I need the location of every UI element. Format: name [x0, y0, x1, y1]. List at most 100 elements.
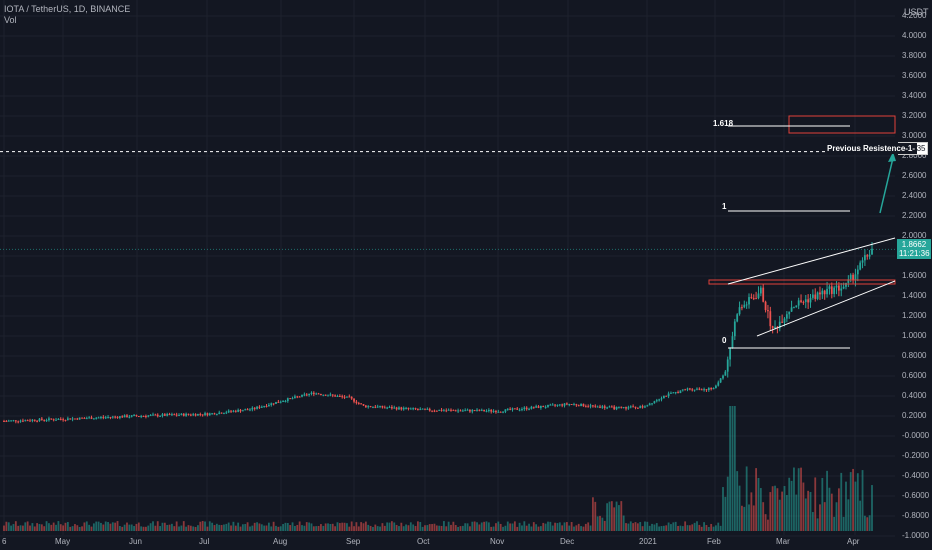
breakout-arrow[interactable] — [879, 157, 894, 214]
volume-bar — [551, 525, 554, 531]
candle-body — [762, 287, 765, 302]
candle-body — [412, 408, 415, 410]
support-zone-box[interactable] — [708, 279, 896, 285]
candle-body — [764, 301, 767, 311]
candle-body — [260, 406, 263, 408]
volume-bar — [502, 526, 504, 531]
fib-1-label[interactable]: 1 — [722, 202, 727, 211]
candle-body — [253, 407, 256, 409]
candle-body — [182, 413, 185, 416]
volume-bar — [426, 525, 429, 531]
time-tick-label: May — [55, 537, 71, 546]
candle-body — [66, 418, 69, 421]
candle-body — [461, 410, 464, 412]
wedge-upper-trendline[interactable] — [727, 237, 896, 285]
candle-body — [298, 396, 301, 398]
volume-bar — [395, 524, 398, 531]
volume-bar — [565, 522, 568, 531]
volume-bar — [845, 481, 847, 531]
candle-body — [828, 286, 831, 289]
candle-body — [388, 406, 391, 408]
volume-bar — [81, 526, 83, 531]
price-tick-label: 2.6000 — [902, 171, 927, 180]
volume-bar — [828, 487, 831, 531]
candle-body — [232, 410, 235, 412]
volume-label[interactable]: Vol — [4, 15, 17, 25]
volume-bar — [421, 526, 424, 531]
candle-body — [303, 394, 306, 396]
candle-body — [558, 404, 561, 406]
volume-bar — [376, 526, 379, 531]
candle-body — [767, 310, 769, 312]
volume-bar — [414, 525, 417, 531]
candle-body — [809, 297, 812, 303]
volume-bar — [819, 504, 821, 531]
candle-body — [334, 395, 337, 397]
volume-bar — [438, 525, 441, 531]
candle-body — [369, 406, 372, 408]
resistance-label[interactable]: Previous Resistence-1- — [825, 143, 918, 154]
volume-bar — [424, 525, 426, 531]
volume-bar — [412, 524, 415, 531]
currency-unit-label[interactable]: USDT — [904, 7, 929, 17]
candle-body — [324, 394, 327, 396]
candle-body — [601, 406, 604, 408]
volume-bar — [587, 522, 590, 531]
volume-bar — [852, 468, 854, 531]
candle-body — [854, 274, 857, 281]
time-tick-label: Aug — [273, 537, 288, 546]
volume-bar — [677, 525, 679, 531]
candle-body — [393, 407, 396, 409]
chart-legend: IOTA / TetherUS, 1D, BINANCE Vol — [4, 4, 130, 26]
wedge-lower-trendline[interactable] — [756, 280, 896, 337]
volume-bar — [504, 525, 507, 531]
volume-bar — [724, 496, 727, 531]
volume-bar — [466, 523, 469, 531]
candle-body — [121, 416, 124, 418]
price-tick-label: -0.2000 — [902, 451, 930, 460]
volume-bar — [163, 522, 166, 531]
candle-body — [819, 292, 821, 295]
volume-bar — [256, 522, 258, 531]
candle-body — [823, 290, 826, 295]
volume-bar — [613, 507, 616, 531]
candle-body — [476, 409, 478, 411]
volume-bar — [693, 522, 696, 531]
target-zone-box[interactable] — [788, 115, 896, 134]
candle-body — [100, 417, 102, 419]
symbol-title[interactable]: IOTA / TetherUS, 1D, BINANCE — [4, 4, 131, 14]
candle-body — [859, 262, 862, 270]
fib-1618-label[interactable]: 1.618 — [713, 119, 734, 128]
volume-bar — [864, 515, 866, 531]
volume-bar — [856, 473, 859, 531]
volume-bar — [849, 472, 852, 531]
volume-bar — [348, 526, 351, 531]
volume-bar — [603, 520, 606, 531]
candle-body — [286, 398, 289, 402]
candle-body — [565, 403, 568, 405]
volume-bar — [518, 522, 521, 531]
candle-body — [513, 408, 516, 410]
candle-body — [289, 398, 292, 400]
candle-body — [845, 282, 847, 287]
candle-body — [166, 413, 169, 416]
fib-0-label[interactable]: 0 — [722, 336, 727, 345]
candle-body — [667, 393, 670, 397]
candle-body — [256, 406, 258, 409]
candle-body — [381, 405, 384, 408]
candle-body — [703, 389, 705, 391]
price-tick-label: 3.8000 — [902, 51, 927, 60]
candle-body — [92, 418, 95, 420]
volume-bar — [554, 522, 556, 531]
volume-bar — [83, 522, 86, 531]
volume-bar — [201, 521, 204, 531]
candle-body — [386, 407, 389, 409]
candle-body — [757, 293, 760, 299]
candle-body — [587, 406, 590, 408]
candle-body — [277, 401, 280, 403]
candle-body — [338, 395, 341, 397]
volume-bar — [639, 522, 642, 531]
volume-bar — [783, 486, 786, 531]
candle-body — [641, 406, 644, 408]
